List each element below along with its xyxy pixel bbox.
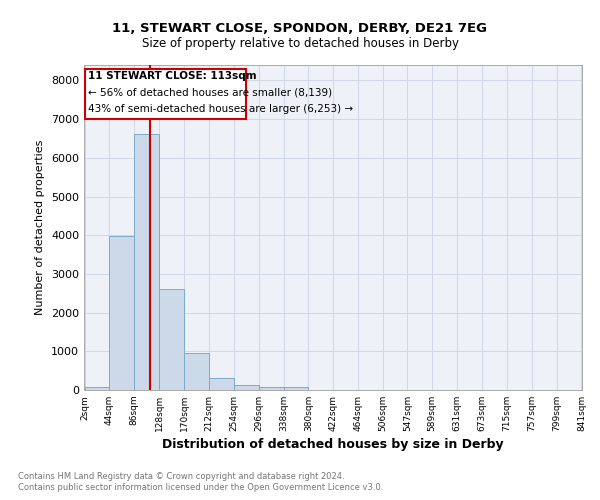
Text: 11, STEWART CLOSE, SPONDON, DERBY, DE21 7EG: 11, STEWART CLOSE, SPONDON, DERBY, DE21 … [113,22,487,36]
Bar [109,236,134,390]
Bar [259,387,284,390]
Bar [234,386,259,390]
Text: ← 56% of detached houses are smaller (8,139): ← 56% of detached houses are smaller (8,… [88,88,332,98]
Bar [209,378,234,390]
Text: Contains HM Land Registry data © Crown copyright and database right 2024.: Contains HM Land Registry data © Crown c… [18,472,344,481]
X-axis label: Distribution of detached houses by size in Derby: Distribution of detached houses by size … [162,438,504,451]
Text: 11 STEWART CLOSE: 113sqm: 11 STEWART CLOSE: 113sqm [88,71,256,81]
Text: 43% of semi-detached houses are larger (6,253) →: 43% of semi-detached houses are larger (… [88,104,353,114]
Y-axis label: Number of detached properties: Number of detached properties [35,140,46,315]
Bar [284,387,308,390]
Text: Contains public sector information licensed under the Open Government Licence v3: Contains public sector information licen… [18,484,383,492]
Bar [85,388,109,390]
FancyBboxPatch shape [85,69,246,119]
Bar [159,288,184,390]
Text: Size of property relative to detached houses in Derby: Size of property relative to detached ho… [142,38,458,51]
Bar [134,134,159,390]
Bar [184,353,209,390]
